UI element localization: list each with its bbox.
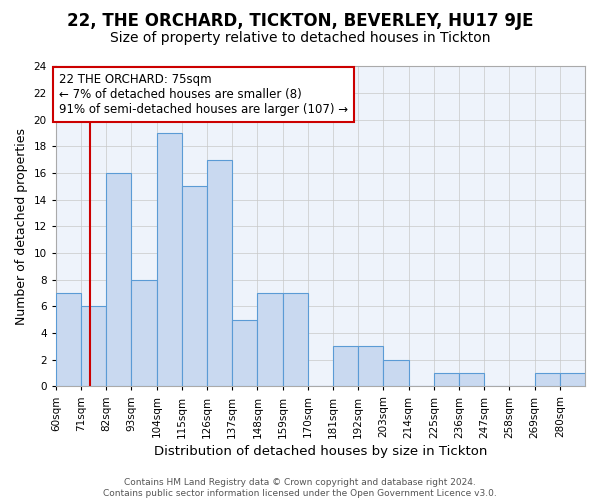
Bar (333, 346, 358, 387)
X-axis label: Distribution of detached houses by size in Tickton: Distribution of detached houses by size … (154, 444, 487, 458)
Bar (56, 293, 81, 386)
Bar (535, 373, 560, 386)
Bar (207, 160, 232, 386)
Bar (232, 320, 257, 386)
Bar (560, 373, 585, 386)
Bar (157, 133, 182, 386)
Bar (182, 186, 207, 386)
Text: 22, THE ORCHARD, TICKTON, BEVERLEY, HU17 9JE: 22, THE ORCHARD, TICKTON, BEVERLEY, HU17… (67, 12, 533, 30)
Text: Contains HM Land Registry data © Crown copyright and database right 2024.
Contai: Contains HM Land Registry data © Crown c… (103, 478, 497, 498)
Text: 22 THE ORCHARD: 75sqm
← 7% of detached houses are smaller (8)
91% of semi-detach: 22 THE ORCHARD: 75sqm ← 7% of detached h… (59, 73, 349, 116)
Bar (106, 173, 131, 386)
Bar (81, 306, 106, 386)
Text: Size of property relative to detached houses in Tickton: Size of property relative to detached ho… (110, 31, 490, 45)
Bar (383, 360, 409, 386)
Y-axis label: Number of detached properties: Number of detached properties (15, 128, 28, 325)
Bar (434, 373, 459, 386)
Bar (358, 346, 383, 387)
Bar (131, 280, 157, 386)
Bar (459, 373, 484, 386)
Bar (283, 293, 308, 386)
Bar (257, 293, 283, 386)
